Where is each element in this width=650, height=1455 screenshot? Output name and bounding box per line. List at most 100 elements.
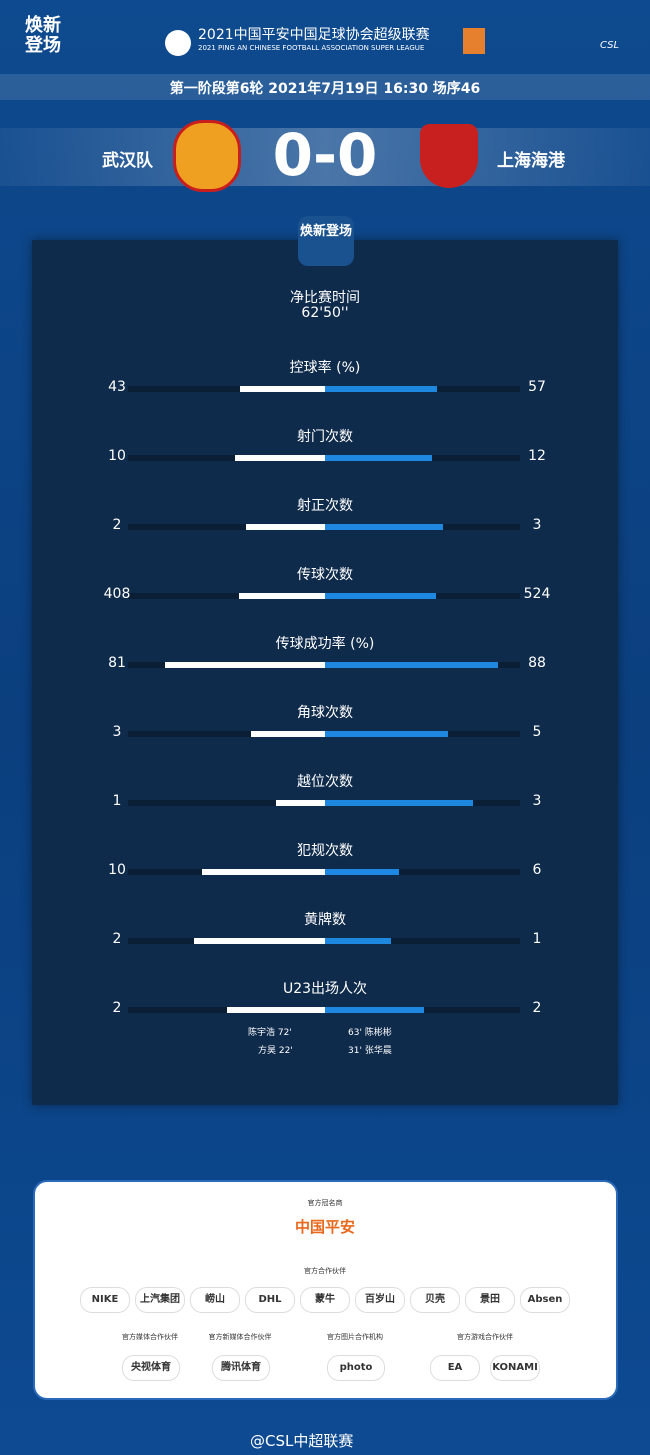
home-bar	[226, 1007, 325, 1013]
label: 官方媒体合作伙伴	[122, 1333, 178, 1341]
home-value: 10	[108, 448, 126, 464]
partner-logo: NIKE	[80, 1287, 130, 1313]
stat-name: U23出场人次	[282, 981, 368, 997]
minute: 31'	[348, 1046, 362, 1056]
csl-logo: CSL	[600, 40, 620, 51]
score: 0-0	[272, 121, 378, 189]
away-bar	[325, 869, 399, 875]
stat-name: 传球成功率 (%)	[275, 636, 375, 652]
away-bar	[325, 455, 433, 461]
home-bar	[193, 938, 325, 944]
league-cn: 2021中国平安中国足球协会超级联赛	[198, 27, 430, 43]
time-label: 净比赛时间	[290, 290, 360, 306]
minute: 72'	[277, 1028, 292, 1038]
home-value: 2	[112, 517, 122, 533]
u23-away-2: 31' 张华晨	[348, 1043, 392, 1056]
player: 陈宇浩	[248, 1028, 276, 1038]
stat-name: 黄牌数	[304, 912, 346, 928]
away-bar	[325, 524, 444, 530]
label: 官方冠名商	[307, 1199, 343, 1207]
partner-logo: 景田	[465, 1287, 515, 1313]
home-bar	[251, 731, 325, 737]
home-value: 81	[108, 655, 126, 671]
home-value: 408	[103, 586, 131, 602]
home-value: 2	[112, 1000, 122, 1016]
home-bar	[165, 662, 325, 668]
home-bar	[238, 593, 325, 599]
home-bar	[201, 869, 325, 875]
stat-name: 射门次数	[297, 429, 353, 445]
u23-home-1: 陈宇浩 72'	[248, 1025, 292, 1038]
sponsor-logo	[463, 28, 485, 54]
away-team: 上海海港	[497, 151, 565, 171]
away-value: 3	[532, 517, 542, 533]
home-bar	[246, 524, 325, 530]
media-logo: 央视体育	[122, 1355, 180, 1381]
home-bar	[240, 386, 325, 392]
away-bar	[325, 386, 438, 392]
home-value: 43	[108, 379, 126, 395]
panel-badge: 焕新登场	[298, 216, 354, 266]
home-value: 3	[112, 724, 122, 740]
away-value: 1	[532, 931, 542, 947]
away-value: 5	[532, 724, 542, 740]
label: 官方图片合作机构	[327, 1333, 383, 1341]
away-bar	[325, 800, 473, 806]
away-bar	[325, 662, 499, 668]
home-value: 10	[108, 862, 126, 878]
away-crest	[420, 124, 478, 188]
home-team: 武汉队	[102, 151, 153, 171]
home-bar	[235, 455, 325, 461]
stats-panel	[32, 240, 618, 1105]
label: 官方游戏合作伙伴	[457, 1333, 513, 1341]
away-value: 2	[532, 1000, 542, 1016]
u23-home-2: 方昊 22'	[258, 1043, 293, 1056]
partner-logo: 贝壳	[410, 1287, 460, 1313]
away-bar	[325, 731, 449, 737]
away-value: 12	[528, 448, 546, 464]
player: 张华晨	[364, 1046, 392, 1056]
brand: 焕新登场	[25, 15, 61, 56]
cfa-logo	[165, 30, 191, 56]
partner-logo: 崂山	[190, 1287, 240, 1313]
player: 陈彬彬	[364, 1028, 392, 1038]
u23-away-1: 63' 陈彬彬	[348, 1025, 392, 1038]
score-band	[0, 128, 650, 186]
label: 官方合作伙伴	[304, 1267, 346, 1275]
away-value: 3	[532, 793, 542, 809]
league-en: 2021 PING AN CHINESE FOOTBALL ASSOCIATIO…	[198, 44, 425, 52]
away-bar	[325, 938, 391, 944]
stat-name: 越位次数	[297, 774, 353, 790]
footer: @CSL中超联赛	[250, 1432, 354, 1450]
stat-name: 射正次数	[297, 498, 353, 514]
match-info: 第一阶段第6轮 2021年7月19日 16:30 场序46	[169, 81, 481, 97]
home-bar	[275, 800, 325, 806]
media-logo: EA	[430, 1355, 480, 1381]
time-value: 62'50''	[301, 305, 349, 321]
minute: 22'	[278, 1046, 293, 1056]
info-band	[0, 74, 650, 100]
stat-name: 角球次数	[297, 705, 353, 721]
label: 官方新媒体合作伙伴	[208, 1333, 272, 1341]
home-crest	[173, 120, 241, 192]
stat-name: 犯规次数	[297, 843, 353, 859]
media-logo: 腾讯体育	[212, 1355, 270, 1381]
partner-logo: 百岁山	[355, 1287, 405, 1313]
partner-logo: DHL	[245, 1287, 295, 1313]
away-value: 88	[528, 655, 546, 671]
away-value: 57	[528, 379, 546, 395]
away-value: 6	[532, 862, 542, 878]
away-bar	[325, 593, 436, 599]
minute: 63'	[348, 1028, 362, 1038]
player: 方昊	[258, 1046, 277, 1056]
stat-name: 传球次数	[297, 567, 353, 583]
partner-logo: 上汽集团	[135, 1287, 185, 1313]
home-value: 1	[112, 793, 122, 809]
title-sponsor: 中国平安	[294, 1218, 356, 1236]
stat-name: 控球率 (%)	[289, 360, 361, 376]
away-value: 524	[523, 586, 551, 602]
media-logo: KONAMI	[490, 1355, 540, 1381]
home-value: 2	[112, 931, 122, 947]
partner-logo: 蒙牛	[300, 1287, 350, 1313]
